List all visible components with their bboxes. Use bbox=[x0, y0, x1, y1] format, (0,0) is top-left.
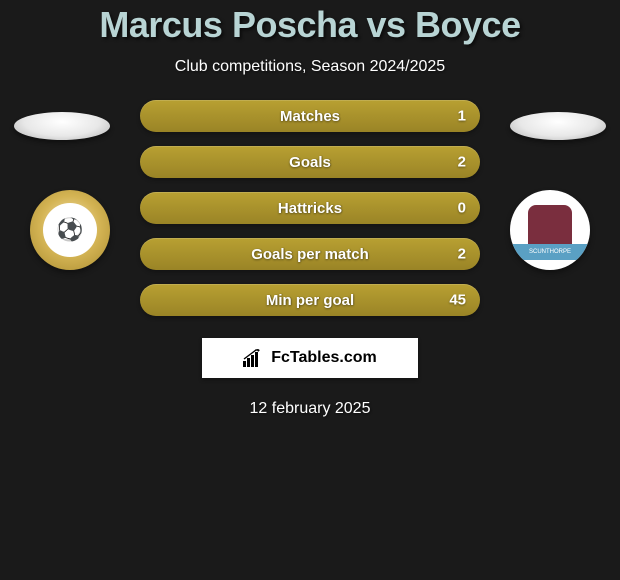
page-title: Marcus Poscha vs Boyce bbox=[0, 4, 620, 46]
team-logo-right: SCUNTHORPE bbox=[510, 190, 590, 270]
team-logo-right-bg: SCUNTHORPE bbox=[510, 190, 590, 270]
stat-label: Goals bbox=[289, 154, 331, 171]
team-logo-left-bg: ⚽ bbox=[30, 190, 110, 270]
bar-chart-icon bbox=[243, 349, 265, 367]
stat-label: Goals per match bbox=[251, 246, 369, 263]
team-logo-right-band: SCUNTHORPE bbox=[510, 244, 590, 260]
stat-right-value: 2 bbox=[458, 246, 466, 263]
brand-text: FcTables.com bbox=[271, 349, 377, 367]
team-logo-left-inner: ⚽ bbox=[43, 203, 97, 257]
stat-right-value: 45 bbox=[449, 292, 466, 309]
stat-row: Hattricks 0 bbox=[140, 192, 480, 224]
stat-row: Goals 2 bbox=[140, 146, 480, 178]
page-subtitle: Club competitions, Season 2024/2025 bbox=[0, 58, 620, 76]
stat-row: Matches 1 bbox=[140, 100, 480, 132]
comparison-card: Marcus Poscha vs Boyce Club competitions… bbox=[0, 0, 620, 418]
team-logo-left: ⚽ bbox=[30, 190, 110, 270]
brand-box: FcTables.com bbox=[202, 338, 418, 378]
comparison-arena: ⚽ SCUNTHORPE Matches 1 Goals 2 Hattric bbox=[0, 100, 620, 418]
stat-label: Min per goal bbox=[266, 292, 354, 309]
stats-list: Matches 1 Goals 2 Hattricks 0 Goals per … bbox=[140, 100, 480, 316]
player-avatar-left bbox=[14, 112, 110, 140]
comparison-date: 12 february 2025 bbox=[0, 400, 620, 418]
stat-label: Matches bbox=[280, 108, 340, 125]
stat-label: Hattricks bbox=[278, 200, 342, 217]
player-avatar-right bbox=[510, 112, 606, 140]
stat-row: Min per goal 45 bbox=[140, 284, 480, 316]
stat-row: Goals per match 2 bbox=[140, 238, 480, 270]
stat-right-value: 2 bbox=[458, 154, 466, 171]
stat-right-value: 0 bbox=[458, 200, 466, 217]
stat-right-value: 1 bbox=[458, 108, 466, 125]
